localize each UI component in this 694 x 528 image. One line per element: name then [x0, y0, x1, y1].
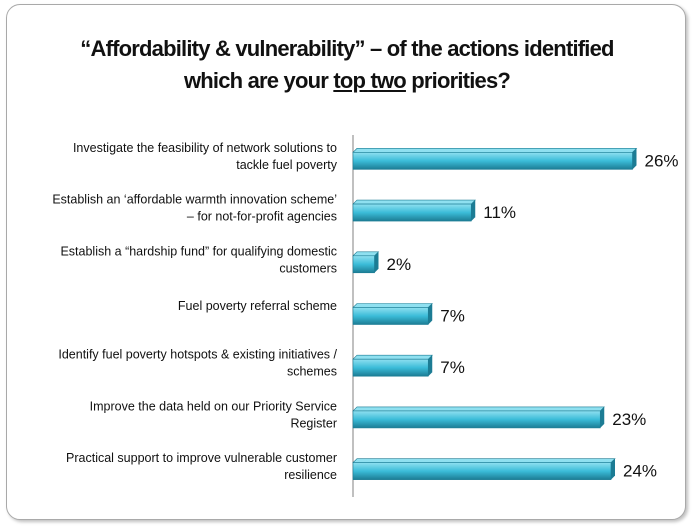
bar-top-face: [352, 303, 433, 308]
category-label: Improve the data held on our Priority Se…: [90, 399, 337, 413]
category-label: customers: [279, 261, 337, 275]
bar-end-face: [374, 251, 379, 273]
data-label: 23%: [612, 410, 646, 429]
data-label: 26%: [645, 151, 679, 170]
chart-title-prefix: which are your: [183, 68, 334, 93]
category-label: schemes: [287, 365, 337, 379]
chart-title-line-2: which are your top two priorities?: [0, 68, 694, 94]
data-label: 2%: [387, 255, 412, 274]
bar-top-face: [352, 251, 380, 257]
category-label: Identify fuel poverty hotspots & existin…: [58, 348, 337, 362]
bar-top-face: [352, 458, 616, 463]
bar-end-face: [471, 200, 476, 222]
category-label: Investigate the feasibility of network s…: [73, 141, 337, 155]
category-label: Establish an ‘affordable warmth innovati…: [52, 193, 337, 207]
bar-end-face: [632, 148, 637, 170]
bar-end-face: [428, 303, 433, 325]
category-label: Register: [290, 416, 337, 430]
bar-end-face: [428, 355, 433, 377]
bar: [352, 307, 429, 325]
chart-title-emphasis: top two: [333, 68, 406, 93]
data-label: 7%: [440, 358, 465, 377]
chart-title-line-1: “Affordability & vulnerability” – of the…: [80, 36, 614, 61]
chart-card: [6, 4, 686, 520]
bar: [352, 462, 612, 480]
category-label: tackle fuel poverty: [236, 158, 337, 172]
bar-end-face: [611, 458, 615, 480]
bar-top-face: [352, 148, 638, 153]
bar-top-face: [352, 199, 476, 205]
bar-top-face: [352, 354, 433, 360]
bar: [352, 203, 472, 222]
data-label: 24%: [623, 462, 657, 481]
data-label: 11%: [483, 203, 516, 222]
category-label: Establish a “hardship fund” for qualifyi…: [60, 244, 337, 258]
chart-title-suffix: priorities?: [405, 68, 511, 93]
bar: [352, 358, 429, 377]
category-label: resilience: [284, 468, 337, 482]
bar: [352, 152, 633, 170]
category-label: – for not-for-profit agencies: [187, 210, 337, 224]
category-label: Practical support to improve vulnerable …: [66, 451, 337, 465]
bar-top-face: [352, 406, 605, 412]
bar: [352, 410, 601, 429]
bar: [352, 255, 375, 274]
data-label: 7%: [440, 306, 465, 325]
bar-end-face: [600, 406, 605, 428]
category-label: Fuel poverty referral scheme: [178, 299, 337, 313]
